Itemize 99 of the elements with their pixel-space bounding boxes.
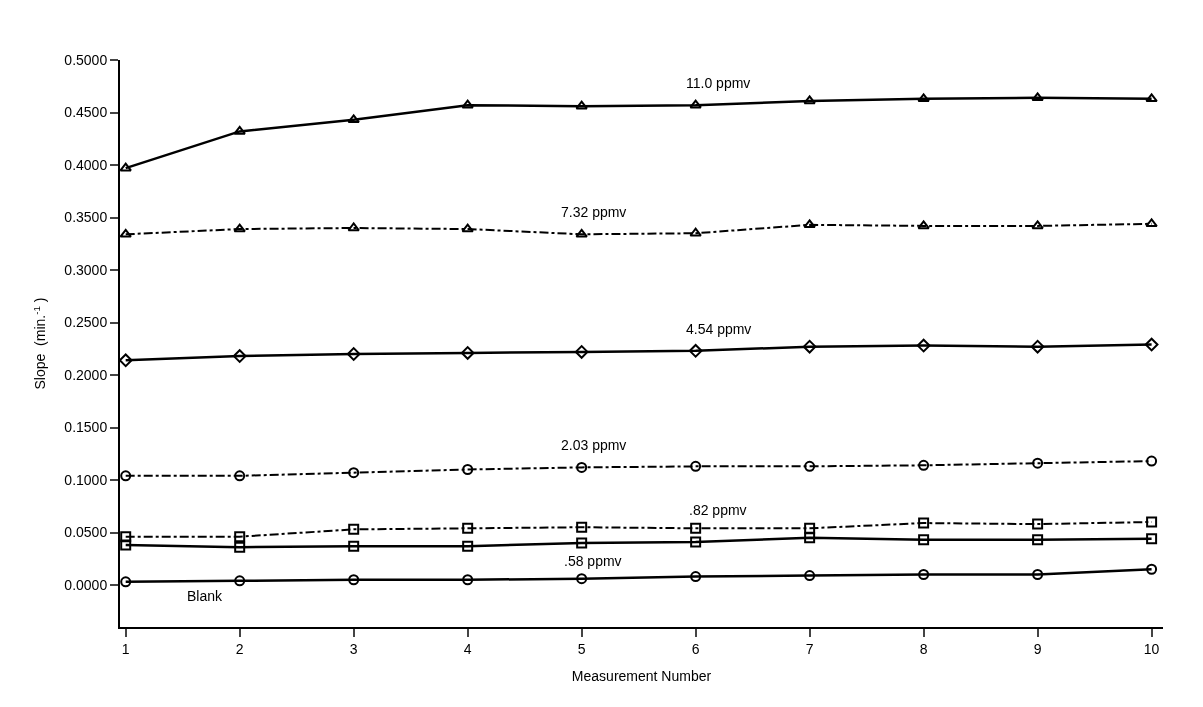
point [802,339,817,354]
point [688,344,703,358]
y-tick-label: 0.1500 [64,419,108,436]
point [462,574,474,586]
point [462,464,474,475]
point [120,531,132,543]
point [804,460,816,472]
y-tick-label: 0.4000 [64,156,108,173]
point [576,573,588,585]
point [348,467,360,479]
point [690,522,702,534]
x-tick-label: 4 [463,640,472,657]
point [234,541,246,553]
x-tick-label: 3 [349,640,358,657]
point [689,227,702,237]
point [1146,533,1158,545]
x-tick-label: 6 [691,640,700,657]
point [690,460,702,472]
point [1144,337,1159,352]
point [461,223,474,233]
series-label: 11.0 ppmv [686,75,751,91]
point [576,521,588,533]
point [916,338,931,353]
point [1146,563,1158,575]
x-tick-label: 7 [805,640,814,657]
point [690,571,702,583]
point [1032,569,1044,580]
point [120,576,132,588]
point [917,220,930,230]
point [120,539,132,551]
y-tick-label: 0.3500 [64,209,108,226]
point [1031,92,1044,102]
y-tick-label: 0.5000 [64,51,108,68]
point [118,353,133,368]
point [120,470,132,482]
point [575,100,588,110]
y-tick-label: 0.0000 [64,576,108,593]
point [804,570,816,582]
y-tick-label: 0.0500 [64,524,108,541]
point [575,228,588,238]
point [918,569,930,580]
y-tick-label: 0.3000 [64,261,108,278]
point [347,114,360,124]
point [1146,516,1158,528]
point [1032,518,1044,530]
point [1032,534,1044,546]
point [348,574,360,586]
point [233,223,246,233]
point [348,540,360,552]
point [234,470,246,482]
point [690,536,702,548]
point [576,461,588,473]
point [1030,339,1045,354]
point [1032,457,1044,469]
x-axis-title: Measurement Number [571,667,712,684]
point [574,345,589,359]
point [576,537,588,549]
series-label: 7.32 ppmv [561,204,627,220]
point [918,459,930,471]
series-label: 4.54 ppmv [686,321,752,337]
y-tick-label: 0.4500 [64,104,108,121]
series-label: .58 ppmv [564,553,622,569]
point [348,523,360,535]
point [234,531,246,543]
point [462,522,474,534]
point [803,219,816,229]
point [346,347,361,361]
point [804,522,816,534]
x-tick-label: 8 [919,640,928,657]
point [689,99,702,109]
point [804,532,816,544]
x-tick-label: 5 [577,640,586,657]
point [918,534,930,546]
point [1146,455,1158,467]
point [460,346,475,360]
point [462,540,474,552]
point [119,228,132,238]
x-tick-label: 1 [121,640,130,657]
point [347,222,360,232]
x-tick-label: 10 [1143,640,1160,657]
point [232,349,247,363]
point [1031,220,1044,230]
series-label: 2.03 ppmv [561,437,627,453]
series-label: .82 ppmv [689,502,747,518]
point [918,517,930,529]
y-tick-label: 0.2500 [64,314,108,331]
x-tick-label: 9 [1033,640,1042,657]
point [233,125,246,135]
series-label: Blank [187,588,224,604]
point [119,162,132,172]
point [461,99,474,109]
x-tick-label: 2 [235,640,244,657]
point [1145,218,1158,228]
point [234,575,246,587]
point [917,93,930,103]
point [1145,93,1158,103]
point [803,95,816,105]
y-tick-label: 0.2000 [64,366,108,383]
y-tick-label: 0.1000 [64,471,108,488]
